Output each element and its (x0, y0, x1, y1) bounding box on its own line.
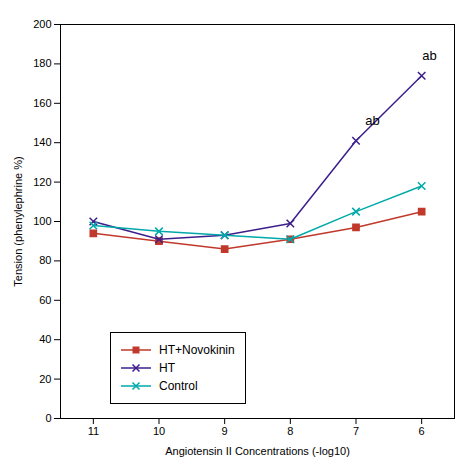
svg-text:180: 180 (33, 57, 51, 69)
svg-text:200: 200 (33, 18, 51, 30)
svg-text:80: 80 (39, 254, 51, 266)
svg-text:20: 20 (39, 373, 51, 385)
html-text:HT+Novokinin: HT+Novokinin (159, 343, 235, 357)
svg-text:40: 40 (39, 333, 51, 345)
svg-text:Angiotensin II Concentrations: Angiotensin II Concentrations (-log10) (165, 445, 350, 457)
html-text:HT: HT (159, 361, 175, 375)
svg-text:100: 100 (33, 215, 51, 227)
svg-text:140: 140 (33, 136, 51, 148)
html-text:Control: Control (159, 379, 198, 393)
svg-text:ab: ab (422, 48, 436, 63)
svg-text:60: 60 (39, 294, 51, 306)
svg-text:0: 0 (45, 412, 51, 424)
svg-text:10: 10 (153, 425, 165, 437)
svg-text:6: 6 (419, 425, 425, 437)
svg-text:8: 8 (287, 425, 293, 437)
svg-text:7: 7 (353, 425, 359, 437)
svg-text:ab: ab (365, 113, 379, 128)
svg-text:9: 9 (222, 425, 228, 437)
svg-text:160: 160 (33, 97, 51, 109)
svg-text:Tension (phenylephrine %): Tension (phenylephrine %) (12, 156, 24, 286)
svg-text:120: 120 (33, 176, 51, 188)
svg-text:11: 11 (88, 425, 99, 437)
